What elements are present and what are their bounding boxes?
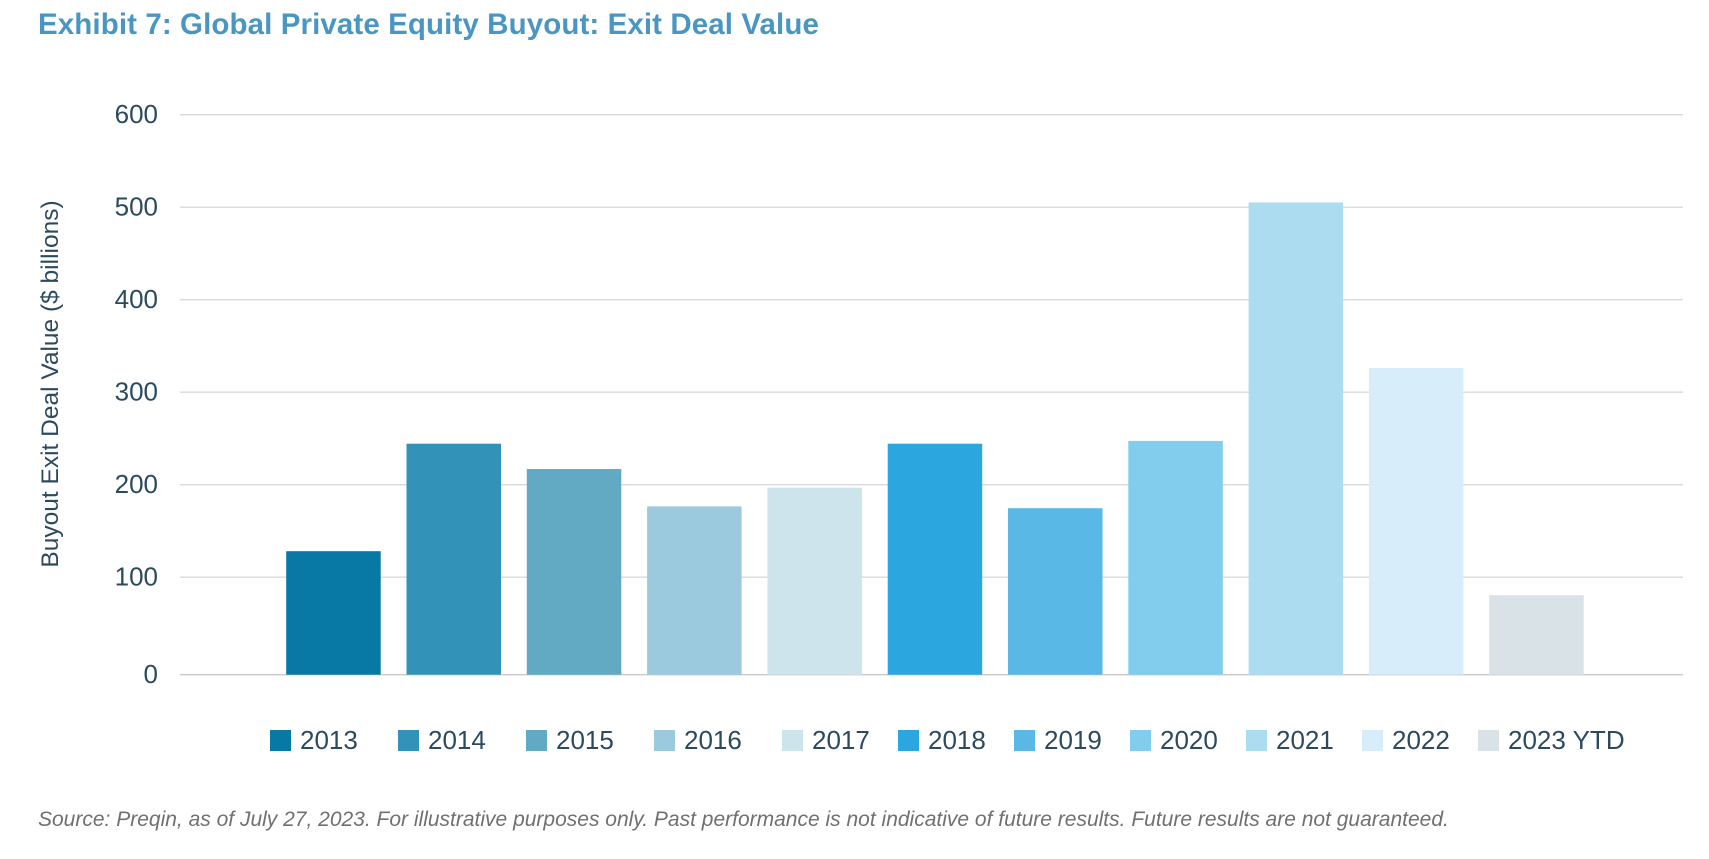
svg-text:2017: 2017 bbox=[812, 725, 870, 755]
svg-text:2015: 2015 bbox=[556, 725, 614, 755]
svg-text:2020: 2020 bbox=[1160, 725, 1218, 755]
svg-text:Buyout Exit Deal Value ($ bill: Buyout Exit Deal Value ($ billions) bbox=[37, 200, 64, 567]
svg-text:2022: 2022 bbox=[1392, 725, 1450, 755]
svg-text:400: 400 bbox=[115, 284, 158, 314]
svg-text:2013: 2013 bbox=[300, 725, 358, 755]
svg-text:2021: 2021 bbox=[1276, 725, 1334, 755]
svg-text:0: 0 bbox=[144, 659, 158, 689]
svg-text:2019: 2019 bbox=[1044, 725, 1102, 755]
svg-text:500: 500 bbox=[115, 192, 158, 222]
svg-text:2016: 2016 bbox=[684, 725, 742, 755]
svg-text:2014: 2014 bbox=[428, 725, 486, 755]
svg-text:200: 200 bbox=[115, 469, 158, 499]
svg-text:300: 300 bbox=[115, 377, 158, 407]
svg-text:2018: 2018 bbox=[928, 725, 986, 755]
svg-text:600: 600 bbox=[115, 99, 158, 129]
svg-text:2023 YTD: 2023 YTD bbox=[1508, 725, 1625, 755]
svg-text:100: 100 bbox=[115, 562, 158, 592]
